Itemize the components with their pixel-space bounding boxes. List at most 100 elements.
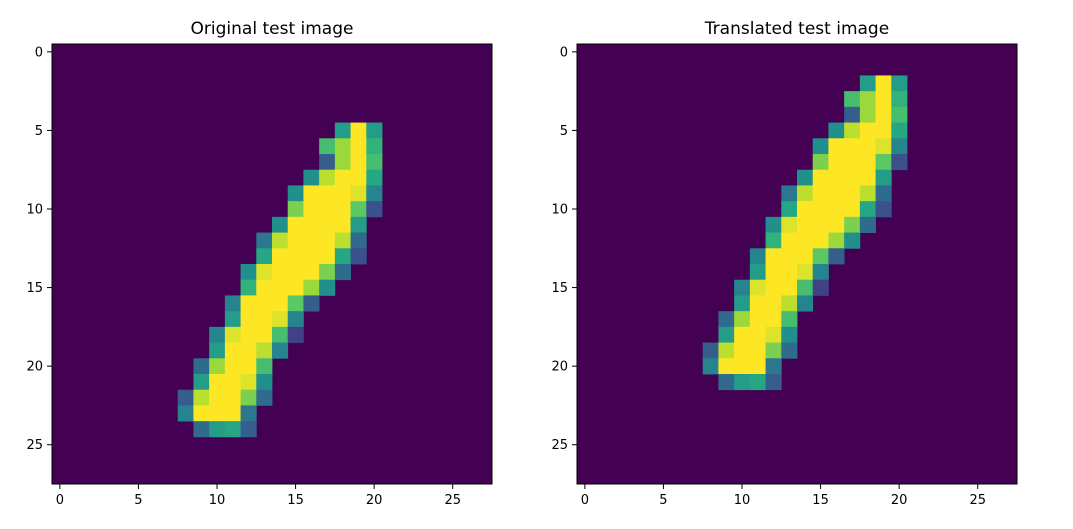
y-tick-label: 10 — [551, 203, 568, 218]
pixel-cell — [844, 122, 861, 139]
pixel-cell — [193, 405, 210, 422]
pixel-cell — [891, 75, 908, 92]
y-tick-label: 20 — [26, 360, 43, 375]
pixel-cell — [749, 295, 766, 312]
pixel-cell — [797, 295, 814, 312]
pixel-cell — [781, 342, 798, 359]
pixel-cell — [350, 232, 367, 249]
x-tick-label: 15 — [812, 493, 829, 508]
pixel-cell — [765, 248, 782, 265]
pixel-cell — [366, 201, 383, 218]
pixel-cell — [844, 169, 861, 186]
pixel-cell — [797, 232, 814, 249]
pixel-cell — [844, 106, 861, 123]
pixel-cell — [734, 374, 751, 391]
pixel-cell — [812, 154, 829, 171]
pixel-cell — [209, 358, 226, 375]
pixel-cell — [240, 311, 257, 328]
pixel-cell — [224, 358, 241, 375]
pixel-cell — [193, 389, 210, 406]
pixel-cell — [240, 405, 257, 422]
pixel-cell — [765, 232, 782, 249]
pixel-cell — [319, 216, 336, 233]
pixel-cell — [334, 138, 351, 155]
left-image-cells — [52, 44, 492, 484]
y-tick-label: 5 — [560, 124, 568, 139]
x-tick-label: 25 — [969, 493, 986, 508]
pixel-cell — [303, 169, 320, 186]
pixel-cell — [749, 358, 766, 375]
pixel-cell — [812, 264, 829, 281]
pixel-cell — [240, 326, 257, 343]
pixel-cell — [844, 232, 861, 249]
pixel-cell — [875, 154, 892, 171]
left-panel-title: Original test image — [191, 19, 354, 39]
pixel-cell — [224, 421, 241, 438]
pixel-cell — [812, 138, 829, 155]
pixel-cell — [193, 358, 210, 375]
x-tick-label: 10 — [734, 493, 751, 508]
pixel-cell — [828, 201, 845, 218]
pixel-cell — [797, 216, 814, 233]
right-panel-ticks: 0 5 10 15 20 25 0 5 10 15 20 25 — [551, 45, 986, 508]
pixel-cell — [287, 216, 304, 233]
pixel-cell — [859, 75, 876, 92]
pixel-cell — [319, 201, 336, 218]
pixel-cell — [334, 169, 351, 186]
pixel-cell — [718, 342, 735, 359]
pixel-cell — [287, 201, 304, 218]
pixel-cell — [303, 295, 320, 312]
pixel-cell — [797, 264, 814, 281]
pixel-cell — [272, 326, 289, 343]
pixel-cell — [812, 201, 829, 218]
pixel-cell — [319, 185, 336, 202]
pixel-cell — [812, 232, 829, 249]
pixel-cell — [891, 138, 908, 155]
pixel-cell — [209, 374, 226, 391]
pixel-cell — [812, 216, 829, 233]
pixel-cell — [256, 232, 273, 249]
pixel-cell — [224, 326, 241, 343]
pixel-cell — [875, 185, 892, 202]
pixel-cell — [319, 264, 336, 281]
pixel-cell — [334, 185, 351, 202]
pixel-cell — [272, 311, 289, 328]
pixel-cell — [319, 248, 336, 265]
pixel-cell — [844, 91, 861, 108]
pixel-cell — [781, 264, 798, 281]
pixel-cell — [319, 169, 336, 186]
pixel-cell — [350, 138, 367, 155]
pixel-cell — [765, 311, 782, 328]
x-tick-label: 0 — [56, 493, 64, 508]
pixel-cell — [734, 295, 751, 312]
pixel-cell — [272, 264, 289, 281]
pixel-cell — [891, 154, 908, 171]
pixel-cell — [812, 169, 829, 186]
pixel-cell — [224, 311, 241, 328]
pixel-cell — [287, 232, 304, 249]
left-panel-ticks: 0 5 10 15 20 25 0 5 10 15 20 25 — [26, 45, 461, 508]
pixel-cell — [256, 248, 273, 265]
pixel-cell — [350, 185, 367, 202]
pixel-cell — [781, 248, 798, 265]
pixel-cell — [334, 154, 351, 171]
pixel-cell — [209, 421, 226, 438]
pixel-cell — [193, 421, 210, 438]
pixel-cell — [256, 374, 273, 391]
pixel-cell — [765, 342, 782, 359]
pixel-cell — [334, 232, 351, 249]
pixel-cell — [844, 201, 861, 218]
pixel-cell — [891, 106, 908, 123]
pixel-cell — [350, 248, 367, 265]
pixel-cell — [256, 295, 273, 312]
pixel-cell — [272, 279, 289, 296]
pixel-cell — [319, 232, 336, 249]
pixel-cell — [319, 154, 336, 171]
pixel-cell — [240, 374, 257, 391]
pixel-cell — [334, 201, 351, 218]
pixel-cell — [859, 169, 876, 186]
pixel-cell — [366, 169, 383, 186]
pixel-cell — [240, 295, 257, 312]
x-tick-label: 0 — [581, 493, 589, 508]
pixel-cell — [224, 374, 241, 391]
